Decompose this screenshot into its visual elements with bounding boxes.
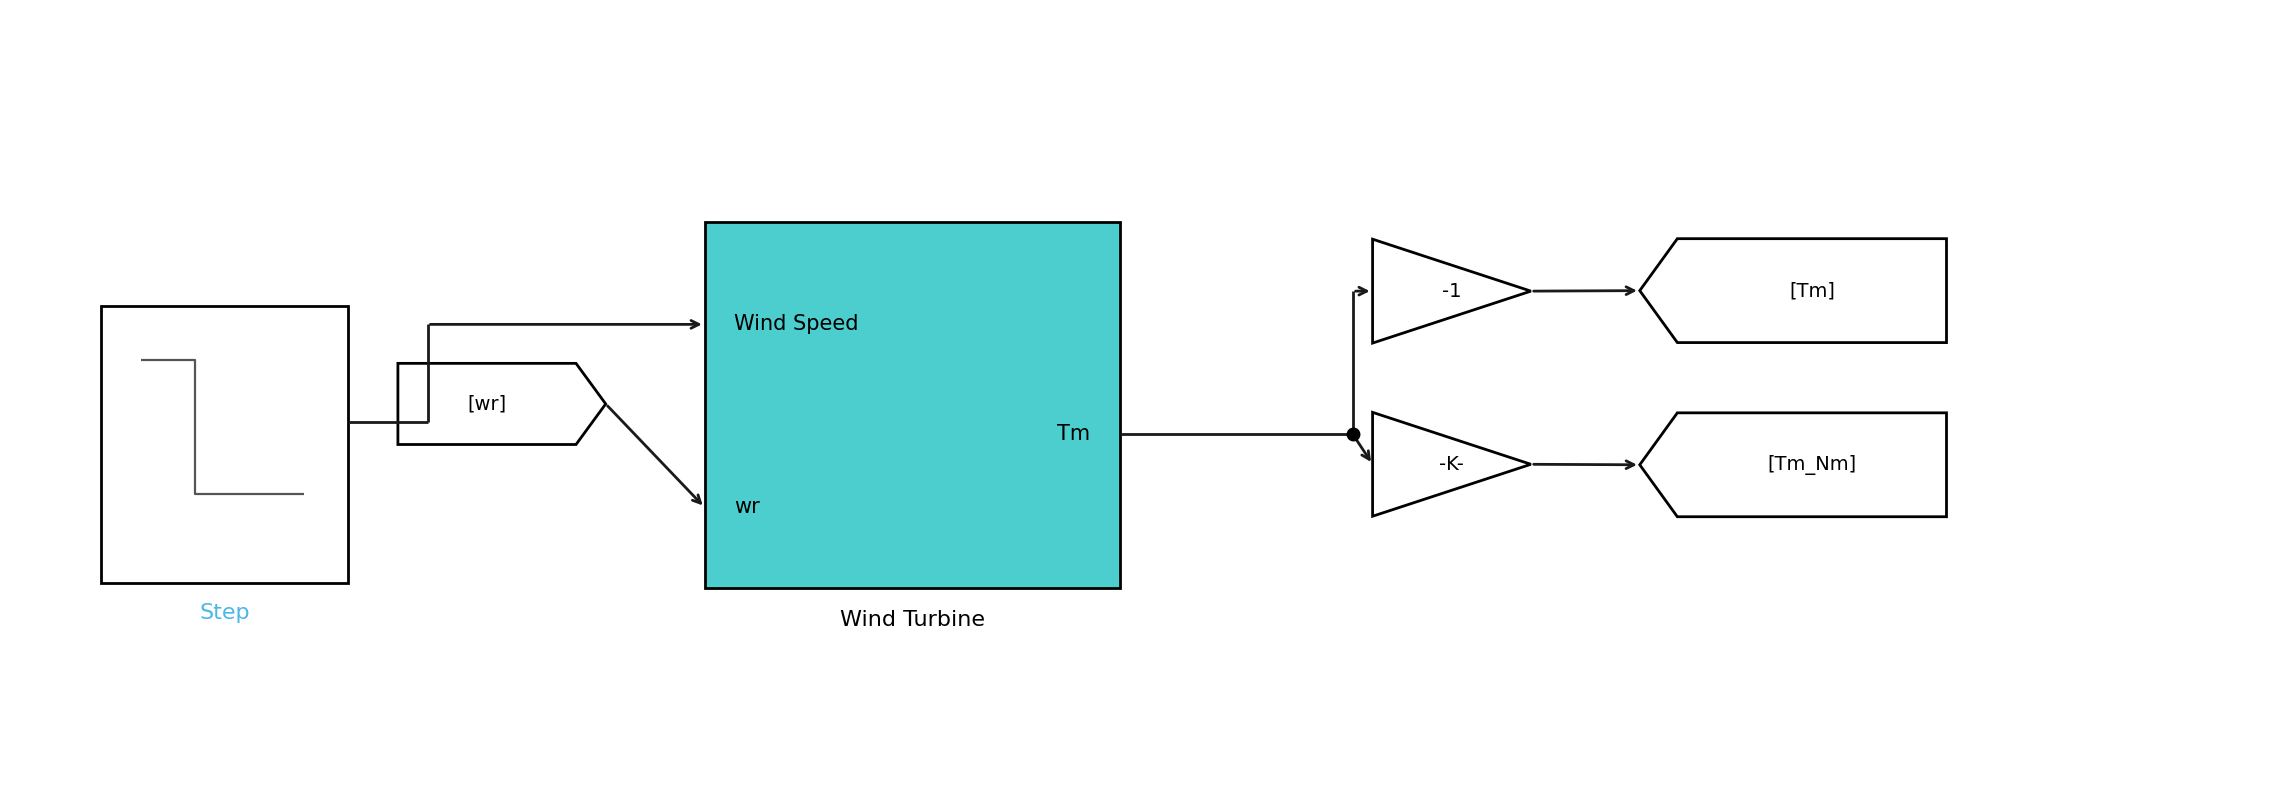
Bar [101,306,348,583]
Bar [705,222,1121,588]
Text: Wind Turbine: Wind Turbine [840,610,984,630]
Polygon shape [1373,413,1531,516]
Text: [wr]: [wr] [467,394,506,413]
Text: wr: wr [734,498,760,518]
Text: -1: -1 [1441,281,1462,301]
Text: Step: Step [199,603,249,622]
Polygon shape [1640,413,1947,517]
Polygon shape [1373,239,1531,343]
Text: Wind Speed: Wind Speed [734,314,858,335]
Text: [Tm_Nm]: [Tm_Nm] [1766,455,1856,475]
Polygon shape [398,363,606,444]
Text: [Tm]: [Tm] [1789,281,1835,301]
Polygon shape [1640,238,1947,343]
Text: Tm: Tm [1057,425,1091,444]
Text: -K-: -K- [1439,455,1464,474]
